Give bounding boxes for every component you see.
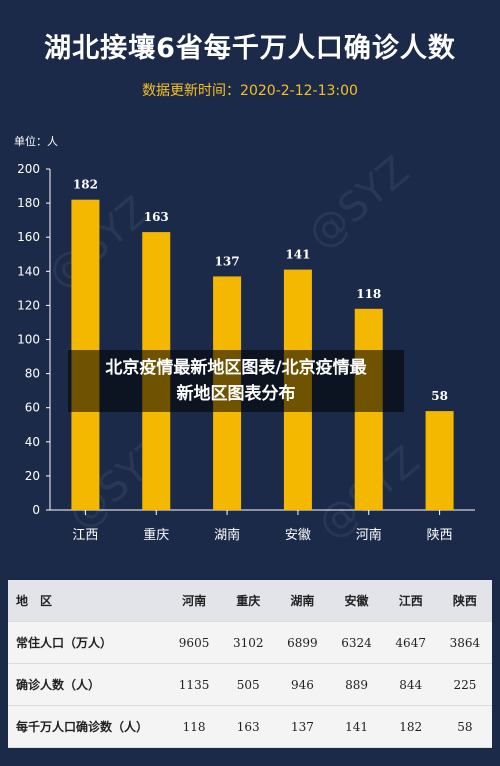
y-tick-label: 120 (17, 298, 40, 312)
table-cell: 225 (437, 663, 492, 706)
update-time: 数据更新时间：2020-2-12-13:00 (142, 83, 358, 99)
x-tick-label: 重庆 (143, 527, 169, 543)
table-cell: 58 (437, 705, 492, 748)
y-tick-label: 40 (25, 435, 40, 449)
table-row: 常住人口（万人） 9605 3102 6899 6324 4647 3864 (8, 621, 492, 664)
data-table: 地 区 河南 重庆 湖南 安徽 江西 陕西 常住人口（万人） 9605 3102… (8, 580, 492, 748)
table-cell: 1135 (167, 663, 222, 706)
table-cell: 118 (167, 705, 222, 748)
y-tick-label: 160 (17, 230, 40, 244)
x-tick-label: 江西 (72, 528, 98, 543)
table-header-cell: 江西 (383, 580, 438, 622)
table-row-label: 常住人口（万人） (8, 621, 167, 664)
table-header-cell: 河南 (167, 580, 222, 622)
x-tick-label: 湖南 (214, 527, 240, 543)
table-row-label: 每千万人口确诊数（人） (8, 705, 167, 748)
y-tick-label: 80 (25, 367, 40, 381)
table-header-cell: 陕西 (437, 580, 492, 622)
table-cell: 137 (275, 705, 330, 748)
table-header-cell: 安徽 (329, 580, 384, 622)
table-cell: 3102 (221, 621, 276, 664)
table-header-cell: 重庆 (221, 580, 276, 622)
x-tick-label: 安徽 (285, 528, 311, 543)
table-cell: 182 (383, 705, 438, 748)
y-tick-label: 60 (25, 401, 40, 415)
unit-label: 单位：人 (14, 135, 58, 148)
data-label: 58 (431, 389, 448, 403)
table-row: 每千万人口确诊数（人） 118 163 137 141 182 58 (8, 705, 492, 748)
y-tick-label: 140 (17, 264, 40, 278)
table-cell: 9605 (167, 621, 222, 664)
data-label: 182 (73, 178, 98, 192)
table-cell: 4647 (383, 621, 438, 664)
table-cell: 6324 (329, 621, 384, 664)
overlay-line-2: 新地区图表分布 (176, 384, 296, 404)
table-cell: 946 (275, 663, 330, 706)
table-cell: 141 (329, 705, 384, 748)
overlay-caption: 北京疫情最新地区图表/北京疫情最 新地区图表分布 (68, 350, 404, 412)
chart-title: 湖北接壤6省每千万人口确诊人数 (44, 33, 456, 64)
table-row: 确诊人数（人） 1135 505 946 889 844 225 (8, 663, 492, 706)
table-header-row: 地 区 河南 重庆 湖南 安徽 江西 陕西 (8, 580, 492, 622)
x-tick-label: 河南 (356, 527, 382, 543)
table-row-label: 确诊人数（人） (8, 663, 167, 706)
table-cell: 6899 (275, 621, 330, 664)
x-tick-label: 陕西 (427, 528, 453, 543)
table-cell: 505 (221, 663, 276, 706)
table-cell: 3864 (437, 621, 492, 664)
y-tick-label: 200 (17, 162, 40, 176)
y-tick-label: 180 (17, 196, 40, 210)
overlay-line-1: 北京疫情最新地区图表/北京疫情最 (105, 358, 367, 378)
y-tick-label: 100 (17, 333, 40, 347)
table-header-cell: 地 区 (8, 580, 167, 622)
bar (425, 411, 454, 510)
table-cell: 844 (383, 663, 438, 706)
data-label: 163 (144, 210, 169, 224)
data-label: 141 (285, 248, 310, 262)
y-tick-label: 0 (32, 503, 40, 517)
table-cell: 889 (329, 663, 384, 706)
data-label: 137 (215, 254, 240, 268)
table-header-cell: 湖南 (275, 580, 330, 622)
table-cell: 163 (221, 705, 276, 748)
data-label: 118 (356, 287, 381, 301)
y-tick-label: 20 (25, 469, 40, 483)
